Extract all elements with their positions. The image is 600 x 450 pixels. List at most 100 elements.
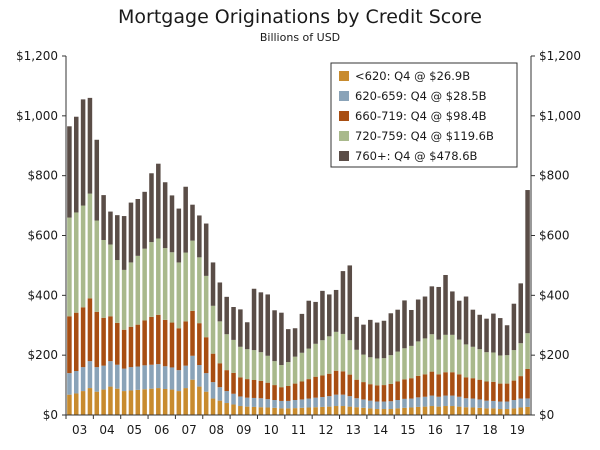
bar-segment bbox=[518, 398, 523, 408]
bar-segment bbox=[518, 283, 523, 344]
bar-segment bbox=[456, 396, 462, 407]
bar-segment bbox=[327, 294, 332, 337]
bar-segment bbox=[80, 99, 86, 206]
bar-segment bbox=[244, 379, 250, 398]
bar-segment bbox=[518, 407, 523, 415]
bar-segment bbox=[217, 282, 223, 322]
bar-segment bbox=[183, 252, 188, 322]
bar-segment bbox=[306, 398, 312, 408]
bar-segment bbox=[279, 400, 284, 409]
bar-segment bbox=[279, 387, 284, 401]
bar-segment bbox=[176, 262, 182, 329]
bar-segment bbox=[436, 406, 441, 415]
bar-segment bbox=[87, 388, 93, 415]
bar-segment bbox=[320, 340, 325, 376]
bar-segment bbox=[504, 401, 510, 410]
x-tick-label: 10 bbox=[264, 423, 279, 437]
bar-segment bbox=[190, 240, 195, 311]
bar-segment bbox=[299, 381, 305, 400]
bar-segment bbox=[388, 355, 394, 384]
bar-segment bbox=[251, 406, 257, 415]
bar-segment bbox=[238, 406, 243, 415]
bar-segment bbox=[525, 190, 530, 334]
bar-segment bbox=[491, 352, 496, 382]
bar-segment bbox=[497, 383, 503, 402]
bar-segment bbox=[477, 379, 482, 400]
y-tick-label-right: $1,200 bbox=[539, 49, 581, 63]
bar-segment bbox=[402, 398, 407, 408]
bar-segment bbox=[422, 406, 428, 415]
bar-segment bbox=[463, 344, 469, 378]
y-tick-label-left: $600 bbox=[27, 229, 58, 243]
bar-segment bbox=[497, 409, 503, 415]
bar-segment bbox=[354, 398, 359, 408]
bar-segment bbox=[525, 398, 530, 407]
bar-segment bbox=[450, 372, 455, 396]
bar-segment bbox=[128, 262, 134, 327]
x-tick-label: 04 bbox=[99, 423, 114, 437]
bar-segment bbox=[176, 328, 182, 371]
bar-segment bbox=[292, 408, 298, 415]
bar-segment bbox=[156, 388, 161, 415]
bar-segment bbox=[381, 358, 387, 386]
x-tick-label: 08 bbox=[209, 423, 224, 437]
bar-segment bbox=[368, 357, 373, 385]
bar-segment bbox=[299, 407, 305, 415]
legend-swatch bbox=[339, 91, 349, 101]
bar-segment bbox=[176, 391, 182, 415]
bar-segment bbox=[258, 398, 264, 408]
bar-segment bbox=[190, 204, 195, 241]
legend-swatch bbox=[339, 151, 349, 161]
x-tick-label: 14 bbox=[373, 423, 388, 437]
bar-segment bbox=[203, 391, 209, 415]
bar-segment bbox=[477, 349, 482, 380]
bar-segment bbox=[525, 406, 530, 415]
bar-segment bbox=[333, 394, 339, 407]
chart-subtitle: Billions of USD bbox=[259, 31, 341, 44]
bar-segment bbox=[333, 331, 339, 371]
bar-segment bbox=[470, 407, 476, 415]
bar-segment bbox=[436, 374, 441, 397]
bar-segment bbox=[436, 396, 441, 407]
bar-segment bbox=[128, 390, 134, 415]
bar-segment bbox=[142, 389, 147, 415]
bar-segment bbox=[67, 394, 72, 415]
bar-segment bbox=[477, 407, 482, 415]
y-tick-label-right: $600 bbox=[539, 229, 570, 243]
bar-segment bbox=[422, 374, 428, 397]
bar-segment bbox=[169, 389, 175, 415]
bar-segment bbox=[101, 317, 106, 366]
bar-segment bbox=[450, 291, 455, 335]
bar-segment bbox=[238, 377, 243, 397]
bar-segment bbox=[511, 380, 517, 401]
bar-segment bbox=[203, 337, 209, 374]
bar-segment bbox=[101, 195, 106, 240]
bar-segment bbox=[162, 182, 168, 249]
bar-segment bbox=[80, 391, 86, 415]
legend-swatch bbox=[339, 71, 349, 81]
bar-segment bbox=[67, 217, 72, 317]
bar-segment bbox=[169, 322, 175, 368]
bar-segment bbox=[443, 406, 448, 415]
bar-segment bbox=[67, 126, 72, 218]
bar-segment bbox=[470, 309, 476, 347]
x-tick-label: 07 bbox=[181, 423, 196, 437]
bar-segment bbox=[94, 139, 100, 221]
bar-segment bbox=[197, 257, 202, 324]
bar-segment bbox=[115, 260, 120, 323]
bars-layer bbox=[67, 97, 530, 415]
x-tick-label: 11 bbox=[291, 423, 306, 437]
bar-segment bbox=[108, 316, 113, 362]
bar-segment bbox=[87, 298, 93, 362]
bar-segment bbox=[258, 407, 264, 415]
bar-segment bbox=[415, 341, 421, 376]
bar-segment bbox=[197, 215, 202, 258]
bar-segment bbox=[368, 400, 373, 409]
bar-segment bbox=[231, 339, 236, 373]
bar-segment bbox=[279, 365, 284, 388]
bar-segment bbox=[265, 407, 270, 415]
bar-segment bbox=[361, 324, 366, 355]
bar-segment bbox=[402, 300, 407, 349]
bar-segment bbox=[87, 97, 93, 194]
bar-segment bbox=[463, 398, 469, 408]
